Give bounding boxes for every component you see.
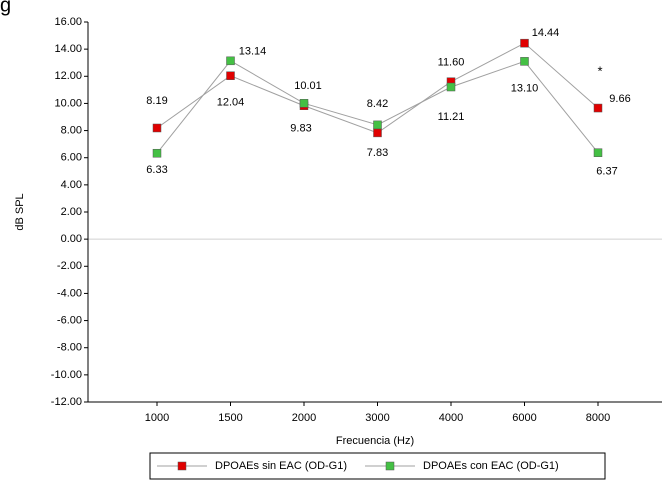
y-tick-label: 6.00 xyxy=(61,152,82,164)
marker xyxy=(446,82,456,92)
marker xyxy=(593,148,603,157)
x-tick-label: 2000 xyxy=(292,412,316,424)
annotation: * xyxy=(597,63,602,78)
marker xyxy=(152,123,162,133)
x-tick-label: 3000 xyxy=(365,412,389,424)
y-tick-label: 16.00 xyxy=(54,16,82,28)
data-label: 9.83 xyxy=(290,123,311,135)
data-label: 7.83 xyxy=(367,147,388,159)
y-tick-label: 2.00 xyxy=(61,206,82,218)
data-label: 11.60 xyxy=(438,57,465,69)
marker xyxy=(226,71,235,80)
marker xyxy=(373,120,382,130)
legend-marker xyxy=(385,461,395,471)
data-label: 11.21 xyxy=(438,111,465,123)
data-label: 6.33 xyxy=(146,164,167,176)
y-tick-label: -6.00 xyxy=(57,314,82,326)
marker xyxy=(520,57,529,66)
y-tick-label: -8.00 xyxy=(57,342,82,354)
y-tick-label: 12.00 xyxy=(54,70,82,82)
legend-label: DPOAEs con EAC (OD-G1) xyxy=(423,460,559,472)
x-tick-label: 4000 xyxy=(439,412,463,424)
y-tick-label: 0.00 xyxy=(61,233,82,245)
y-tick-label: -2.00 xyxy=(57,260,82,272)
y-tick-label: -10.00 xyxy=(51,369,82,381)
x-axis-label: Frecuencia (Hz) xyxy=(336,435,414,447)
data-label: 8.42 xyxy=(367,98,388,110)
y-tick-label: 4.00 xyxy=(61,179,82,191)
y-tick-label: 10.00 xyxy=(54,97,82,109)
data-label: 12.04 xyxy=(217,97,245,109)
marker xyxy=(299,99,309,108)
y-tick-label: 8.00 xyxy=(61,124,82,136)
legend-box xyxy=(149,452,606,480)
x-tick-label: 8000 xyxy=(586,412,610,424)
marker xyxy=(152,148,162,158)
y-tick-label: -4.00 xyxy=(57,287,82,299)
data-label: 14.44 xyxy=(532,27,560,39)
chart-title: g xyxy=(0,0,11,16)
marker xyxy=(373,128,382,138)
legend-label: DPOAEs sin EAC (OD-G1) xyxy=(215,460,347,472)
x-tick-label: 1500 xyxy=(218,412,242,424)
data-label: 6.37 xyxy=(596,166,617,178)
marker xyxy=(520,38,529,48)
y-tick-label: 14.00 xyxy=(54,43,82,55)
data-label: 8.19 xyxy=(146,95,167,107)
data-label: 13.14 xyxy=(239,46,267,58)
data-label: 10.01 xyxy=(294,80,322,92)
x-tick-label: 6000 xyxy=(512,412,536,424)
legend-marker xyxy=(177,461,187,471)
y-tick-label: -12.00 xyxy=(51,396,82,408)
data-label: 9.66 xyxy=(609,93,630,105)
x-tick-label: 1000 xyxy=(145,412,169,424)
data-label: 13.10 xyxy=(511,82,539,94)
y-axis-label: dB SPL xyxy=(14,193,26,230)
marker xyxy=(226,56,235,66)
marker xyxy=(593,103,603,113)
